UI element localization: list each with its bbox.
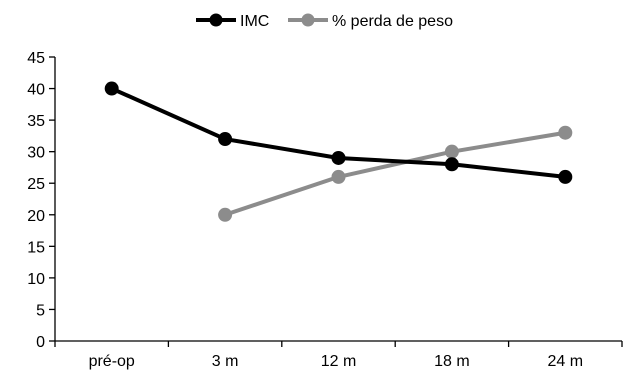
y-tick-label: 0 (36, 334, 45, 351)
legend-marker (209, 13, 223, 27)
x-tick-label: 3 m (212, 353, 239, 370)
series-layer (104, 81, 573, 222)
legend-label: IMC (240, 13, 269, 30)
data-point (331, 150, 346, 165)
y-tick-label: 25 (27, 176, 45, 193)
y-tick-label: 35 (27, 113, 45, 130)
y-tick-label: 20 (27, 208, 45, 225)
data-point (444, 144, 459, 159)
data-point (218, 207, 233, 222)
data-point (444, 157, 459, 172)
legend-item: % perda de peso (288, 13, 453, 30)
y-tick-label: 5 (36, 302, 45, 319)
y-axis: 0 5 10 15 20 25 30 35 40 45 (27, 50, 56, 351)
data-point (331, 169, 346, 184)
x-tick-label: 24 m (548, 353, 584, 370)
series-perda-de-peso (218, 125, 573, 222)
y-tick-label: 15 (27, 239, 45, 256)
y-tick-label: 10 (27, 271, 45, 288)
data-point (558, 125, 573, 140)
series-line (224, 130, 566, 217)
legend: IMC % perda de peso (196, 13, 453, 30)
x-tick-label: 18 m (434, 353, 470, 370)
x-axis: pré-op 3 m 12 m 18 m 24 m (54, 340, 623, 370)
data-point (104, 81, 119, 96)
legend-label: % perda de peso (332, 13, 453, 30)
series-imc (104, 81, 573, 184)
data-point (558, 169, 573, 184)
y-tick-label: 40 (27, 82, 45, 99)
legend-item: IMC (196, 13, 269, 30)
x-tick-label: pré-op (89, 353, 135, 370)
x-tick-label: 12 m (321, 353, 357, 370)
legend-marker (301, 13, 315, 27)
data-point (218, 132, 233, 147)
y-tick-label: 30 (27, 145, 45, 162)
y-tick-label: 45 (27, 50, 45, 67)
